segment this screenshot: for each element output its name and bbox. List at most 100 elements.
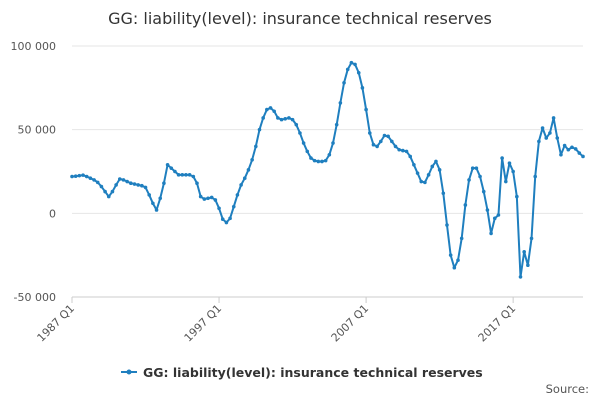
data-point[interactable] [504,179,508,184]
data-point[interactable] [77,173,82,178]
data-point[interactable] [312,158,317,163]
data-point[interactable] [239,183,243,187]
data-point[interactable] [184,173,188,177]
data-point[interactable] [254,144,258,149]
data-point[interactable] [261,116,265,120]
data-point[interactable] [379,139,383,144]
data-point[interactable] [327,152,332,157]
data-point[interactable] [235,193,240,197]
data-point[interactable] [375,144,379,149]
data-point[interactable] [117,177,122,181]
data-point[interactable] [257,127,262,132]
data-point[interactable] [577,151,582,155]
data-point[interactable] [250,157,254,162]
data-point[interactable] [279,117,284,122]
data-point[interactable] [202,197,207,201]
data-point[interactable] [463,203,468,207]
data-point[interactable] [143,185,148,190]
data-point[interactable] [224,220,229,225]
data-point[interactable] [485,208,490,212]
data-point[interactable] [386,134,390,139]
data-point[interactable] [511,169,515,174]
data-point[interactable] [246,168,251,172]
data-point[interactable] [441,191,446,196]
data-point[interactable] [220,217,225,221]
data-point[interactable] [356,70,361,75]
data-point[interactable] [342,81,346,85]
data-point[interactable] [349,60,354,65]
data-point[interactable] [132,182,137,186]
data-point[interactable] [360,86,365,90]
data-point[interactable] [382,133,387,138]
data-point[interactable] [338,101,343,105]
data-point[interactable] [209,195,214,200]
data-point[interactable] [158,196,163,201]
data-point[interactable] [290,117,295,122]
data-point[interactable] [121,178,126,182]
data-point[interactable] [408,154,413,159]
data-point[interactable] [136,183,140,187]
data-point[interactable] [84,174,89,179]
data-point[interactable] [99,184,104,189]
data-point[interactable] [496,213,501,217]
data-point[interactable] [169,166,174,170]
data-point[interactable] [537,139,541,144]
data-point[interactable] [364,107,368,112]
data-point[interactable] [500,156,504,160]
data-point[interactable] [110,189,115,194]
data-point[interactable] [437,168,442,172]
data-point[interactable] [140,183,144,188]
data-point[interactable] [129,181,133,186]
data-point[interactable] [540,126,545,130]
data-point[interactable] [154,208,159,212]
data-point[interactable] [529,236,534,241]
data-point[interactable] [401,148,405,153]
data-point[interactable] [294,122,299,127]
data-point[interactable] [445,223,449,227]
data-point[interactable] [515,194,519,199]
data-point[interactable] [566,147,571,152]
data-point[interactable] [323,158,328,163]
data-point[interactable] [73,174,78,178]
data-point[interactable] [456,258,460,262]
data-point[interactable] [562,143,567,148]
data-point[interactable] [419,179,424,184]
data-point[interactable] [231,204,236,209]
legend[interactable]: GG: liability(level): insurance technica… [121,365,483,380]
data-point[interactable] [334,122,339,127]
data-point[interactable] [162,181,166,186]
data-point[interactable] [187,173,192,177]
data-point[interactable] [276,116,280,120]
data-point[interactable] [474,166,479,170]
data-point[interactable] [165,163,170,167]
data-point[interactable] [559,152,563,157]
data-point[interactable] [331,141,335,145]
data-point[interactable] [478,174,482,179]
data-point[interactable] [426,173,431,177]
data-point[interactable] [147,193,151,197]
data-point[interactable] [492,216,497,221]
data-point[interactable] [206,196,210,201]
series-line[interactable] [71,61,584,278]
data-point[interactable] [397,147,401,152]
data-point[interactable] [95,180,100,185]
data-point[interactable] [345,67,350,72]
data-point[interactable] [287,116,291,120]
data-point[interactable] [430,164,435,169]
data-point[interactable] [412,163,416,167]
data-point[interactable] [581,154,585,159]
data-point[interactable] [404,149,409,154]
data-point[interactable] [195,181,199,186]
data-point[interactable] [173,169,177,174]
data-point[interactable] [81,173,85,177]
data-point[interactable] [213,198,218,202]
data-point[interactable] [272,109,276,114]
data-point[interactable] [309,156,313,160]
data-point[interactable] [180,173,185,177]
data-point[interactable] [103,189,107,194]
data-point[interactable] [371,142,376,147]
data-point[interactable] [88,176,93,180]
data-point[interactable] [489,231,493,236]
data-point[interactable] [283,116,288,121]
data-point[interactable] [434,159,438,164]
